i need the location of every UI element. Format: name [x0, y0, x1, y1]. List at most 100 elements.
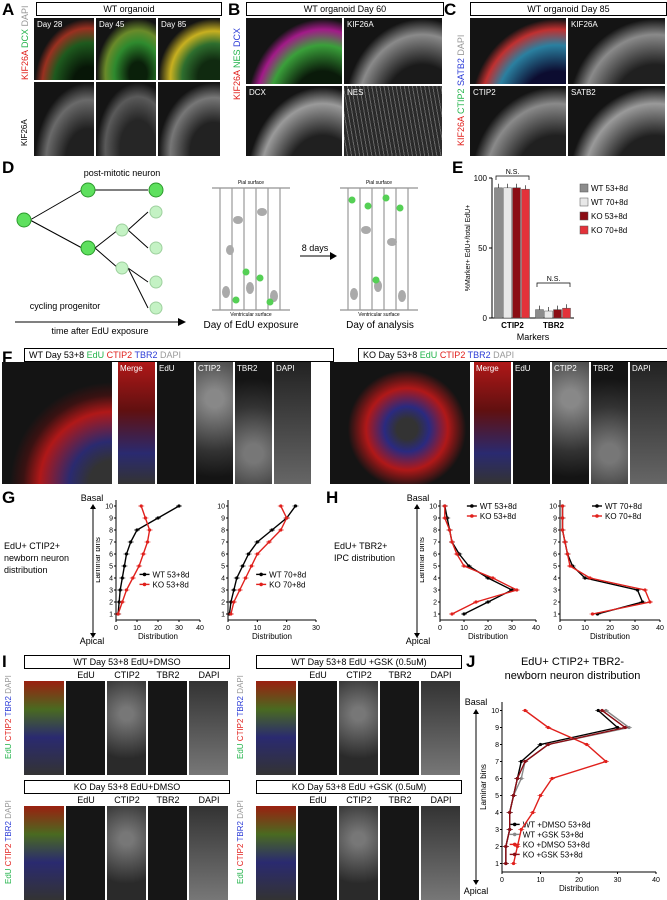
H1-xtick-label: 10 — [460, 625, 468, 632]
dot-neuron-1 — [80, 182, 96, 198]
e-ytick-label: 50 — [478, 244, 487, 253]
G1-ytick-label: 7 — [109, 540, 113, 547]
label-interval: 8 days — [301, 243, 329, 253]
panel-i-title-0: WT Day 53+8 EdU+DMSO — [24, 655, 230, 669]
channel-satb2: SATB2 — [456, 55, 466, 86]
H1-ytick-label: 9 — [433, 516, 437, 523]
panel-f-ko-edu-tile: EdU — [513, 362, 550, 484]
panel-i-edu-tile-1 — [298, 681, 337, 775]
e-xlabel: Markers — [517, 332, 550, 342]
G1-ytick-label: 5 — [109, 564, 113, 571]
panel-i-channel-dapi: DAPI — [4, 800, 13, 819]
channel-dapi: DAPI — [20, 5, 30, 27]
panel-f-ko-dapi-tile: DAPI — [630, 362, 667, 484]
label-day-exposure: Day of EdU exposure — [203, 320, 299, 331]
panel-label-a: A — [2, 0, 15, 19]
H2-xtick-label: 30 — [631, 625, 639, 632]
G2-xtick-label: 30 — [312, 625, 320, 632]
G2-series-1 — [230, 505, 288, 615]
panel-i-col-label-tbr2: TBR2 — [156, 670, 180, 680]
G1-xlabel: Distribution — [138, 632, 178, 641]
panel-i-ctip2-tile-2 — [107, 806, 146, 900]
H2-ytick-label: 9 — [553, 516, 557, 523]
H2-ytick-label: 6 — [553, 552, 557, 559]
J-xtick-label: 30 — [614, 877, 622, 884]
J-point-3-4 — [511, 793, 516, 798]
label-cycling-progenitor: cycling progenitor — [29, 301, 101, 311]
G1-xtick-label: 30 — [175, 625, 183, 632]
J-legend-label-0: WT +DMSO 53+8d — [523, 820, 591, 829]
panel-label-f: F — [2, 348, 13, 367]
J-legend-dot-0 — [512, 822, 517, 827]
panel-i-channel-edu: EdU — [236, 741, 245, 759]
e-bracket-tbr2 — [536, 282, 571, 287]
panel-j-title-2: newborn neuron distribution — [504, 670, 641, 682]
e-ns-ctip2: N.S. — [506, 169, 520, 176]
channel-dcx: DCX — [232, 27, 242, 47]
H1-ytick-label: 5 — [433, 564, 437, 571]
G2-point-0-4 — [241, 564, 245, 568]
G1-ytick-label: 3 — [109, 588, 113, 595]
panel-b-merge — [246, 18, 342, 84]
H1-xtick-label: 30 — [508, 625, 516, 632]
panel-i-channel-tbr2: TBR2 — [236, 693, 245, 717]
G1-point-1-8 — [143, 516, 147, 520]
panel-f-wt-merge-tile: Merge — [118, 362, 155, 484]
G2-point-1-2 — [238, 588, 242, 592]
J-series-3 — [505, 709, 627, 864]
e-legend-label-2: KO 53+8d — [591, 212, 627, 221]
H1-point-1-9 — [443, 504, 447, 508]
panel-i-col-label-tbr2: TBR2 — [156, 795, 180, 805]
panel-i-edu-tile-2 — [66, 806, 105, 900]
H2-xtick-label: 10 — [581, 625, 589, 632]
label-time-axis: time after EdU exposure — [51, 326, 149, 336]
e-legend-label-3: KO 70+8d — [591, 226, 627, 235]
panel-i-channel-edu: EdU — [236, 866, 245, 884]
panel-i-ctip2-tile-0 — [107, 681, 146, 775]
e-xtick-label: CTIP2 — [501, 321, 524, 330]
panel-i-ctip2-tile-3 — [339, 806, 378, 900]
channel-nes: NES — [232, 46, 242, 68]
panel-h-axis-arrow — [414, 504, 420, 638]
panel-h-basal: Basal — [406, 493, 430, 503]
title-part: DAPI — [159, 350, 181, 360]
e-bar-ctip2-2 — [512, 187, 521, 319]
H2-series-0 — [561, 506, 644, 615]
G2-ytick-label: 9 — [221, 516, 225, 523]
J-point-2-5 — [550, 776, 554, 781]
panel-f-wt-dapi-tile: DAPI — [274, 362, 311, 484]
e-ytick-label: 100 — [474, 174, 488, 183]
G2-ytick-label: 4 — [221, 576, 225, 583]
G1-point-0-7 — [135, 528, 139, 532]
chart-h1: 1 2 3 4 5 6 7 8 9 10 0 10 20 30 40 Distribution Laminar … — [420, 500, 540, 641]
H1-series-0 — [444, 505, 514, 615]
panel-i-ctip2-tile-1 — [339, 681, 378, 775]
panel-a-day28-merge: Day 28 — [34, 18, 94, 80]
H1-xtick-label: 40 — [532, 625, 540, 632]
panel-i-channel-ctip2: CTIP2 — [4, 841, 13, 867]
H2-point-1-1 — [648, 600, 652, 604]
H1-point-1-8 — [443, 516, 447, 520]
G2-point-1-6 — [267, 540, 271, 544]
G2-legend-dot-0 — [259, 572, 263, 577]
H1-ytick-label: 7 — [433, 540, 437, 547]
panel-f-ko-merge-tile: Merge — [474, 362, 511, 484]
G1-point-1-9 — [139, 504, 143, 508]
G1-ytick-label: 1 — [109, 612, 113, 619]
panel-i-col-label-edu: EdU — [309, 795, 327, 805]
panel-a-day85-merge: Day 85 — [158, 18, 220, 80]
J-legend-label-3: KO +GSK 53+8d — [523, 850, 583, 859]
panel-label-d: D — [2, 158, 15, 177]
J-legend-dot-3 — [512, 852, 517, 857]
H2-ytick-label: 4 — [553, 576, 557, 583]
panel-i-col-label-ctip2: CTIP2 — [346, 670, 372, 680]
H1-point-1-2 — [515, 588, 519, 592]
H1-point-1-0 — [450, 612, 454, 616]
panel-c-ctip2: CTIP2 — [470, 86, 566, 156]
G2-point-1-7 — [279, 528, 283, 532]
e-bar-ctip2-0 — [494, 187, 503, 319]
panel-i-dapi-tile-3 — [421, 806, 460, 900]
G1-series-1 — [117, 505, 151, 615]
H2-legend-dot-1 — [595, 514, 599, 518]
G2-point-1-4 — [249, 564, 254, 568]
